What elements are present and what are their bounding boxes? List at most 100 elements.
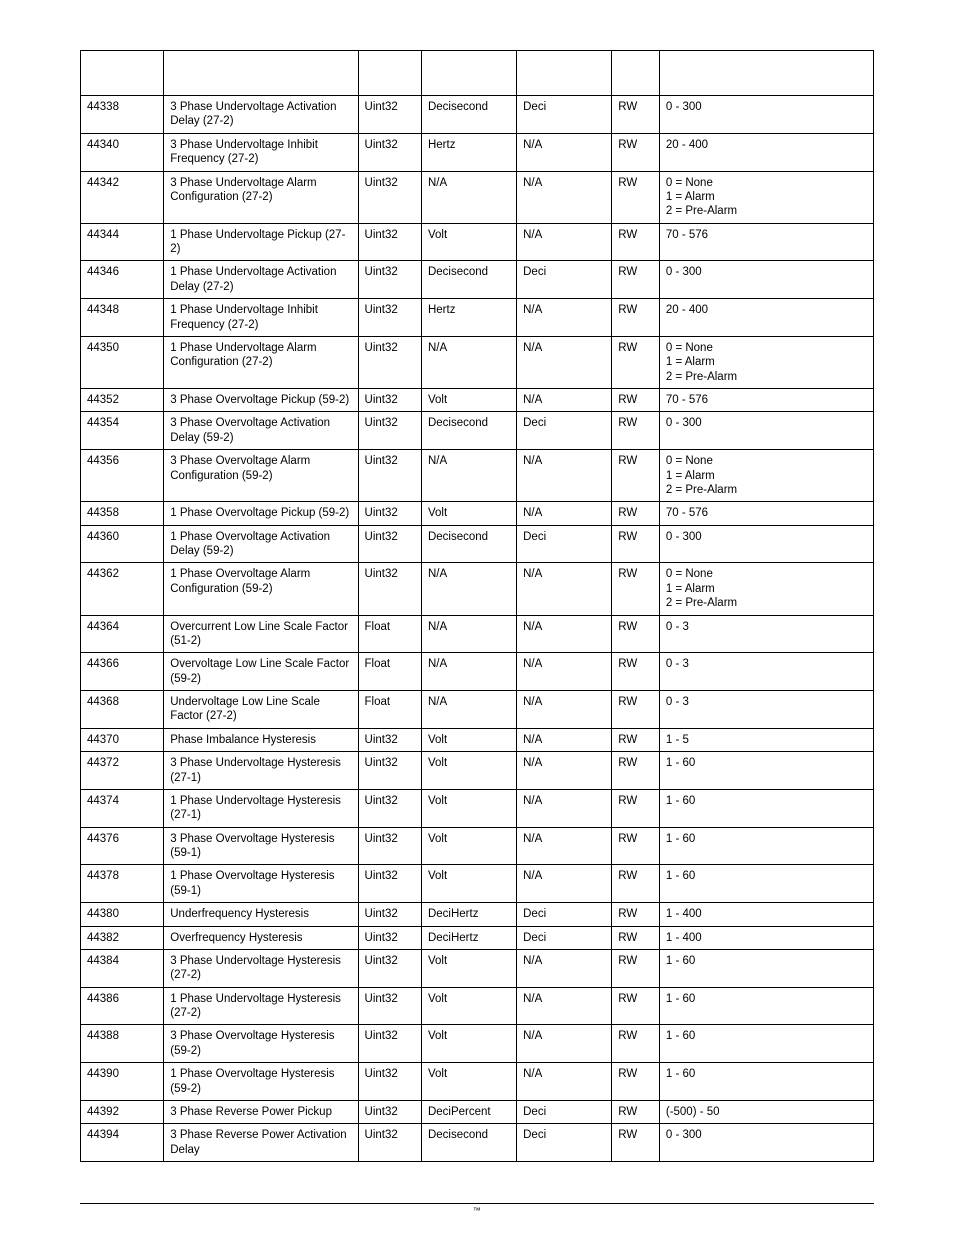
header-cell xyxy=(164,51,358,96)
cell-access: RW xyxy=(612,525,660,563)
cell-access: RW xyxy=(612,903,660,926)
cell-range: 1 - 60 xyxy=(659,949,873,987)
cell-range: 0 - 300 xyxy=(659,412,873,450)
cell-unit: Decisecond xyxy=(421,96,516,134)
table-row: 443563 Phase Overvoltage Alarm Configura… xyxy=(81,450,874,502)
table-row: 443923 Phase Reverse Power PickupUint32D… xyxy=(81,1100,874,1123)
cell-range: 0 - 300 xyxy=(659,96,873,134)
cell-scale: N/A xyxy=(517,450,612,502)
cell-type: Uint32 xyxy=(358,336,421,388)
table-row: 443523 Phase Overvoltage Pickup (59-2)Ui… xyxy=(81,389,874,412)
cell-access: RW xyxy=(612,336,660,388)
cell-range: 1 - 60 xyxy=(659,1063,873,1101)
table-row: 443403 Phase Undervoltage Inhibit Freque… xyxy=(81,133,874,171)
cell-unit: Volt xyxy=(421,502,516,525)
cell-register: 44382 xyxy=(81,926,164,949)
cell-register: 44344 xyxy=(81,223,164,261)
cell-type: Uint32 xyxy=(358,563,421,615)
cell-description: 1 Phase Undervoltage Pickup (27-2) xyxy=(164,223,358,261)
table-row: 443481 Phase Undervoltage Inhibit Freque… xyxy=(81,299,874,337)
cell-scale: N/A xyxy=(517,1063,612,1101)
cell-description: 3 Phase Undervoltage Hysteresis (27-2) xyxy=(164,949,358,987)
cell-unit: Volt xyxy=(421,223,516,261)
cell-unit: N/A xyxy=(421,653,516,691)
cell-unit: Hertz xyxy=(421,133,516,171)
cell-description: 3 Phase Undervoltage Activation Delay (2… xyxy=(164,96,358,134)
cell-register: 44386 xyxy=(81,987,164,1025)
cell-access: RW xyxy=(612,865,660,903)
cell-access: RW xyxy=(612,261,660,299)
cell-type: Uint32 xyxy=(358,525,421,563)
cell-access: RW xyxy=(612,96,660,134)
table-row: 44366Overvoltage Low Line Scale Factor (… xyxy=(81,653,874,691)
cell-description: 1 Phase Overvoltage Hysteresis (59-2) xyxy=(164,1063,358,1101)
cell-register: 44340 xyxy=(81,133,164,171)
table-row: 443501 Phase Undervoltage Alarm Configur… xyxy=(81,336,874,388)
cell-type: Uint32 xyxy=(358,96,421,134)
cell-description: Undervoltage Low Line Scale Factor (27-2… xyxy=(164,691,358,729)
cell-scale: Deci xyxy=(517,525,612,563)
cell-register: 44354 xyxy=(81,412,164,450)
cell-range: 0 - 300 xyxy=(659,525,873,563)
cell-range: 1 - 60 xyxy=(659,987,873,1025)
cell-type: Uint32 xyxy=(358,728,421,751)
cell-scale: Deci xyxy=(517,926,612,949)
cell-unit: Volt xyxy=(421,1025,516,1063)
cell-scale: N/A xyxy=(517,865,612,903)
cell-type: Uint32 xyxy=(358,926,421,949)
cell-unit: N/A xyxy=(421,171,516,223)
cell-description: 3 Phase Undervoltage Inhibit Frequency (… xyxy=(164,133,358,171)
cell-unit: Volt xyxy=(421,389,516,412)
cell-access: RW xyxy=(612,450,660,502)
cell-scale: N/A xyxy=(517,1025,612,1063)
cell-register: 44376 xyxy=(81,827,164,865)
cell-unit: DeciHertz xyxy=(421,926,516,949)
cell-access: RW xyxy=(612,615,660,653)
cell-type: Uint32 xyxy=(358,827,421,865)
table-row: 443543 Phase Overvoltage Activation Dela… xyxy=(81,412,874,450)
cell-scale: N/A xyxy=(517,336,612,388)
cell-register: 44368 xyxy=(81,691,164,729)
cell-register: 44348 xyxy=(81,299,164,337)
cell-range: 0 - 300 xyxy=(659,1124,873,1162)
cell-type: Uint32 xyxy=(358,1025,421,1063)
cell-description: Overvoltage Low Line Scale Factor (59-2) xyxy=(164,653,358,691)
cell-range: (-500) - 50 xyxy=(659,1100,873,1123)
cell-access: RW xyxy=(612,1124,660,1162)
cell-access: RW xyxy=(612,133,660,171)
cell-type: Uint32 xyxy=(358,1100,421,1123)
table-row: 44364Overcurrent Low Line Scale Factor (… xyxy=(81,615,874,653)
cell-description: 1 Phase Overvoltage Alarm Configuration … xyxy=(164,563,358,615)
cell-register: 44362 xyxy=(81,563,164,615)
cell-unit: N/A xyxy=(421,691,516,729)
table-row: 443943 Phase Reverse Power Activation De… xyxy=(81,1124,874,1162)
cell-register: 44364 xyxy=(81,615,164,653)
cell-description: Overfrequency Hysteresis xyxy=(164,926,358,949)
cell-scale: N/A xyxy=(517,615,612,653)
cell-range: 0 = None 1 = Alarm 2 = Pre-Alarm xyxy=(659,171,873,223)
cell-access: RW xyxy=(612,171,660,223)
cell-description: 1 Phase Overvoltage Hysteresis (59-1) xyxy=(164,865,358,903)
cell-register: 44366 xyxy=(81,653,164,691)
cell-range: 1 - 60 xyxy=(659,752,873,790)
table-row: 443901 Phase Overvoltage Hysteresis (59-… xyxy=(81,1063,874,1101)
cell-access: RW xyxy=(612,563,660,615)
cell-unit: N/A xyxy=(421,615,516,653)
cell-range: 0 - 3 xyxy=(659,691,873,729)
cell-type: Uint32 xyxy=(358,223,421,261)
cell-description: 3 Phase Overvoltage Activation Delay (59… xyxy=(164,412,358,450)
cell-range: 0 - 3 xyxy=(659,653,873,691)
cell-scale: N/A xyxy=(517,789,612,827)
cell-description: Overcurrent Low Line Scale Factor (51-2) xyxy=(164,615,358,653)
cell-type: Uint32 xyxy=(358,450,421,502)
cell-register: 44356 xyxy=(81,450,164,502)
table-row: 443741 Phase Undervoltage Hysteresis (27… xyxy=(81,789,874,827)
cell-access: RW xyxy=(612,789,660,827)
table-row: 44368Undervoltage Low Line Scale Factor … xyxy=(81,691,874,729)
cell-description: 1 Phase Undervoltage Alarm Configuration… xyxy=(164,336,358,388)
header-cell xyxy=(612,51,660,96)
table-row: 443383 Phase Undervoltage Activation Del… xyxy=(81,96,874,134)
cell-scale: N/A xyxy=(517,691,612,729)
header-cell xyxy=(81,51,164,96)
header-cell xyxy=(659,51,873,96)
